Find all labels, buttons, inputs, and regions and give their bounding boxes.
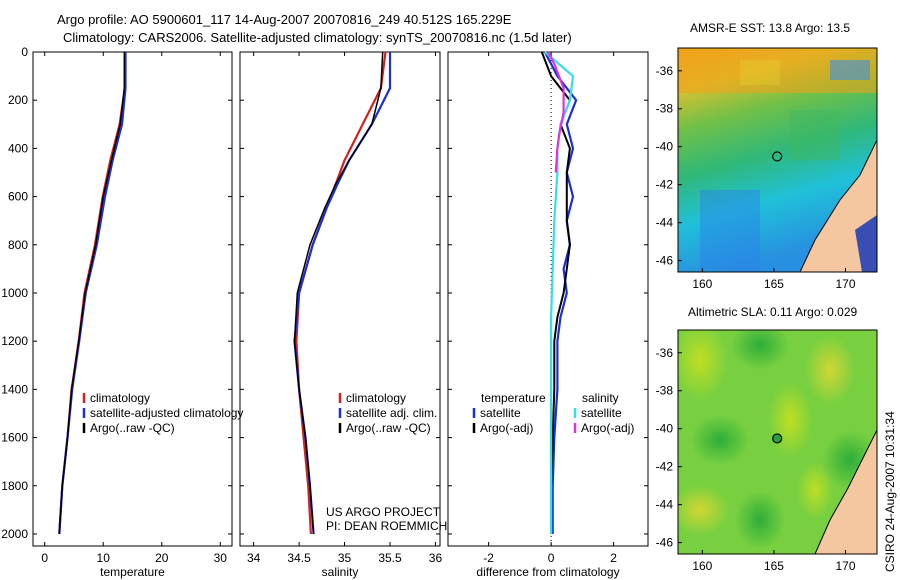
- sst-ytick-label: -40: [656, 140, 674, 154]
- temp-legend-climatology-label: climatology: [90, 391, 150, 405]
- depth-tick-label: 800: [8, 238, 28, 252]
- diff-legend-sal-argo-label: Argo(-adj): [581, 421, 634, 435]
- sal-xtick-label: 35: [338, 551, 352, 565]
- depth-tick-label: 400: [8, 141, 28, 155]
- diff-axes-box: [447, 51, 649, 547]
- diff-legend-temp-satellite-label: satellite: [480, 406, 521, 420]
- sla-ytick-label: -40: [656, 422, 674, 436]
- figure-title-line2: Climatology: CARS2006. Satellite-adjuste…: [63, 30, 572, 45]
- sla-xtick-label: 170: [835, 559, 855, 573]
- sla-ytick-label: -42: [656, 460, 674, 474]
- sal-xtick-label: 34.5: [287, 551, 311, 565]
- depth-tick-label: 1400: [1, 382, 28, 396]
- sal-axes-box: [239, 51, 441, 547]
- sla-xtick-label: 160: [692, 559, 712, 573]
- sal-series-line: [293, 51, 384, 535]
- temp-legend-argo-label: Argo(..raw -QC): [90, 421, 175, 435]
- pi-annotation: PI: DEAN ROEMMICH: [326, 519, 447, 533]
- temp-xtick-label: 0: [41, 551, 48, 565]
- sal-series-line: [293, 52, 392, 535]
- sst-xtick-label: 160: [692, 277, 712, 291]
- depth-tick-label: 1800: [1, 479, 28, 493]
- sst-xtick-label: 165: [764, 277, 784, 291]
- sst-map-frame: [677, 47, 878, 273]
- sla-float-marker: [772, 433, 783, 444]
- sal-xlabel: salinity: [322, 565, 359, 579]
- temp-series-line: [58, 52, 126, 535]
- sst-float-marker: [772, 151, 783, 162]
- sal-legend-satellite-label: satellite adj. clim.: [346, 406, 437, 420]
- sal-xtick-label: 35.5: [378, 551, 402, 565]
- depth-tick-label: 1200: [1, 334, 28, 348]
- diff-xlabel: difference from climatology: [476, 565, 619, 579]
- sst-map: [678, 48, 877, 272]
- diff-series-line: [544, 51, 575, 534]
- diff-legend-temp-argo-label: Argo(-adj): [480, 421, 533, 435]
- temp-series-line: [58, 51, 127, 535]
- temp-xtick-label: 20: [155, 551, 169, 565]
- diff-series-line: [547, 51, 565, 173]
- sst-map-title: AMSR-E SST: 13.8 Argo: 13.5: [690, 21, 851, 35]
- depth-tick-label: 1600: [1, 431, 28, 445]
- temp-xlabel: temperature: [100, 565, 165, 579]
- depth-tick-label: 2000: [1, 527, 28, 541]
- sla-ytick-label: -38: [656, 384, 674, 398]
- diff-legend-sal-satellite-label: satellite: [581, 406, 622, 420]
- temp-series-line: [58, 52, 127, 535]
- sal-xtick-label: 34: [247, 551, 261, 565]
- temp-xtick-label: 10: [97, 551, 111, 565]
- depth-tick-label: 200: [8, 93, 28, 107]
- depth-tick-label: 1000: [1, 286, 28, 300]
- sst-ytick-label: -36: [656, 64, 674, 78]
- sst-ytick-label: -42: [656, 178, 674, 192]
- sla-map-frame: [677, 329, 878, 555]
- figure-title-line1: Argo profile: AO 5900601_117 14-Aug-2007…: [57, 12, 512, 27]
- sst-xtick-label: 170: [835, 277, 855, 291]
- sla-ytick-label: -44: [656, 498, 674, 512]
- temp-axes-box: [32, 51, 233, 547]
- sst-ytick-label: -44: [656, 216, 674, 230]
- sla-ytick-label: -36: [656, 346, 674, 360]
- sla-ytick-label: -46: [656, 536, 674, 550]
- sst-ytick-label: -46: [656, 254, 674, 268]
- sst-ytick-label: -38: [656, 102, 674, 116]
- diff-xtick-label: -2: [483, 551, 494, 565]
- sal-legend-argo-label: Argo(..raw -QC): [346, 421, 431, 435]
- diff-xtick-label: 0: [548, 551, 555, 565]
- sal-xtick-label: 36: [429, 551, 443, 565]
- diff-xtick-label: 2: [610, 551, 617, 565]
- temp-xtick-label: 30: [214, 551, 228, 565]
- diff-legend-salinity-header: salinity: [582, 391, 619, 405]
- depth-tick-label: 0: [21, 45, 28, 59]
- sla-xtick-label: 165: [764, 559, 784, 573]
- sla-map-title: Altimetric SLA: 0.11 Argo: 0.029: [688, 305, 858, 319]
- project-annotation: US ARGO PROJECT: [326, 505, 441, 519]
- sal-legend-climatology-label: climatology: [346, 391, 406, 405]
- temp-legend-satellite-label: satellite-adjusted climatology: [90, 406, 243, 420]
- diff-legend-temperature-header: temperature: [481, 391, 546, 405]
- depth-tick-label: 600: [8, 190, 28, 204]
